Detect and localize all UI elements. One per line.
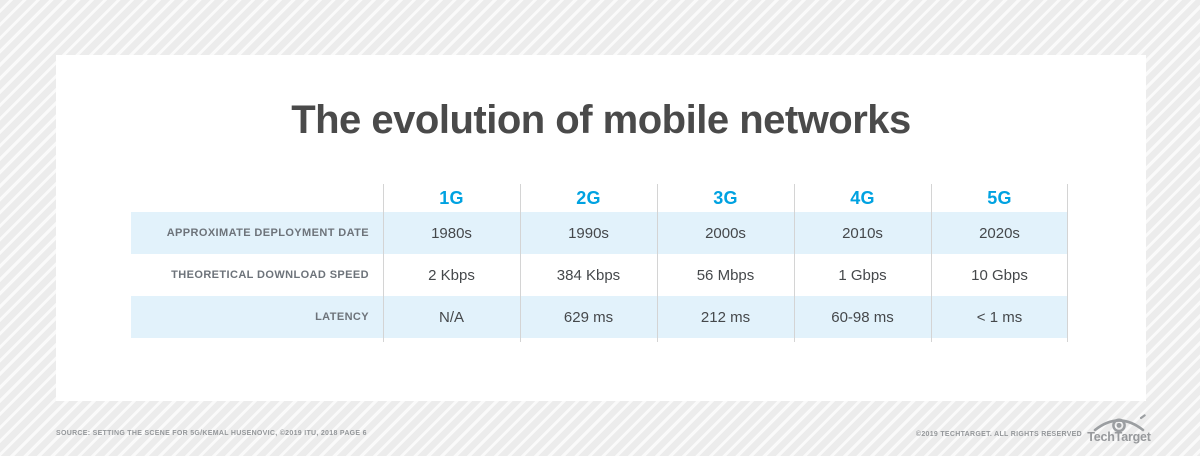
column-header-1g: 1G (439, 187, 464, 208)
column-divider (520, 184, 521, 342)
column-divider (931, 184, 932, 342)
table-row-deployment-date: APPROXIMATE DEPLOYMENT DATE 1980s 1990s … (131, 212, 1068, 254)
row-label: APPROXIMATE DEPLOYMENT DATE (166, 227, 369, 239)
network-evolution-table: 1G 2G 3G 4G 5G APPROXIMATE DEPLOYMENT DA… (131, 184, 1068, 342)
column-header-4g: 4G (850, 187, 875, 208)
table-cell: 212 ms (700, 308, 751, 326)
column-header-2g: 2G (576, 187, 601, 208)
source-text: SOURCE: SETTING THE SCENE FOR 5G/KEMAL H… (56, 430, 367, 437)
table-cell: 2010s (842, 224, 883, 242)
table-cell: < 1 ms (976, 308, 1023, 326)
page-title: The evolution of mobile networks (291, 98, 911, 142)
table-cell: 2020s (979, 224, 1020, 242)
logo-text: TechTarget (1087, 430, 1151, 444)
table-corner-cell (131, 184, 383, 212)
table-cell: 384 Kbps (556, 266, 621, 284)
table-cell: 56 Mbps (696, 266, 755, 284)
column-divider (1067, 184, 1068, 342)
table-row-download-speed: THEORETICAL DOWNLOAD SPEED 2 Kbps 384 Kb… (131, 254, 1068, 296)
column-header-3g: 3G (713, 187, 738, 208)
table-cell: 2000s (705, 224, 746, 242)
table-cell: 2 Kbps (428, 266, 475, 284)
table-cell: 1980s (431, 224, 472, 242)
infographic-card: The evolution of mobile networks 1G 2G 3… (56, 55, 1146, 401)
table-cell: 60-98 ms (831, 308, 894, 326)
column-header-5g: 5G (987, 187, 1012, 208)
table-cell: 10 Gbps (971, 266, 1028, 284)
table-header-row: 1G 2G 3G 4G 5G (131, 184, 1068, 212)
footer-right: ©2019 TECHTARGET. ALL RIGHTS RESERVED Te… (915, 412, 1151, 444)
row-label: LATENCY (315, 311, 369, 323)
table-cell: 629 ms (563, 308, 614, 326)
copyright-text: ©2019 TECHTARGET. ALL RIGHTS RESERVED (915, 431, 1082, 438)
column-divider (794, 184, 795, 342)
table-cell: 1990s (568, 224, 609, 242)
techtarget-logo: TechTarget (1087, 412, 1151, 444)
table-row-latency: LATENCY N/A 629 ms 212 ms 60-98 ms < 1 m… (131, 296, 1068, 338)
table-cell: 1 Gbps (838, 266, 887, 284)
row-label: THEORETICAL DOWNLOAD SPEED (171, 269, 369, 281)
column-divider (657, 184, 658, 342)
column-divider (383, 184, 384, 342)
table-cell: N/A (438, 308, 464, 326)
eye-icon (1093, 414, 1146, 433)
